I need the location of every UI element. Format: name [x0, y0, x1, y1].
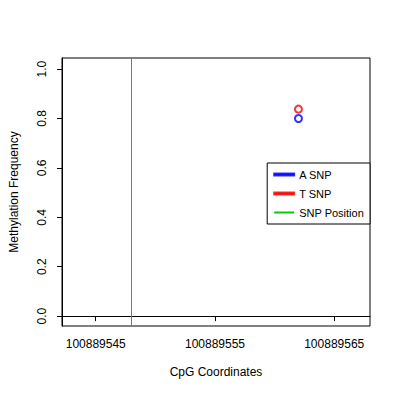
svg-text:0.8: 0.8: [35, 110, 49, 127]
svg-text:CpG Coordinates: CpG Coordinates: [170, 365, 263, 379]
svg-text:A SNP: A SNP: [299, 169, 331, 181]
svg-text:0.2: 0.2: [35, 258, 49, 275]
svg-text:1.0: 1.0: [35, 60, 49, 77]
svg-text:100889545: 100889545: [66, 337, 126, 351]
svg-text:0.4: 0.4: [35, 209, 49, 226]
svg-text:SNP Position: SNP Position: [299, 207, 364, 219]
svg-text:Methylation Frequency: Methylation Frequency: [7, 131, 21, 252]
svg-text:100889565: 100889565: [304, 337, 364, 351]
svg-text:T SNP: T SNP: [299, 188, 331, 200]
svg-text:0.6: 0.6: [35, 159, 49, 176]
svg-text:0.0: 0.0: [35, 307, 49, 324]
svg-text:100889555: 100889555: [185, 337, 245, 351]
